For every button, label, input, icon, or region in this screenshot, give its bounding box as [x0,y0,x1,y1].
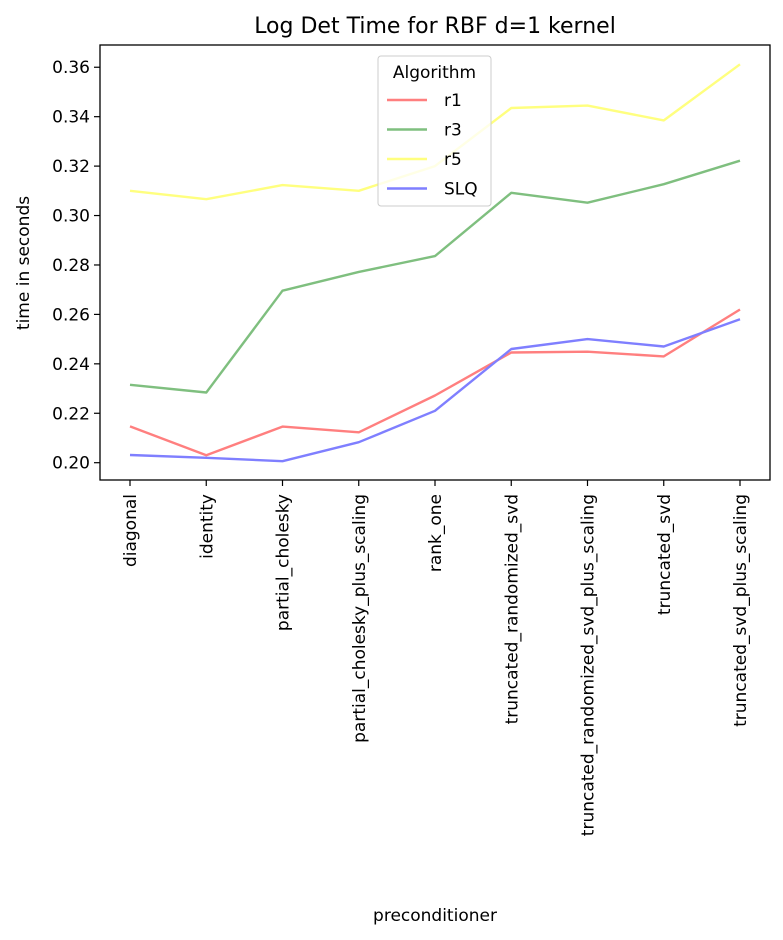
y-axis: 0.20 0.22 0.24 0.26 0.28 0.30 0.32 0.34 0.36 [52,58,100,474]
y-tick-label: 0.20 [52,454,90,474]
y-tick-label: 0.30 [52,207,90,227]
y-tick-label: 0.28 [52,256,90,276]
x-tick-label: truncated_randomized_svd [502,494,522,724]
legend-label-r1: r1 [444,91,462,111]
series-line-slq [129,318,741,463]
y-axis-label: time in seconds [14,196,34,330]
y-tick-label: 0.32 [52,157,90,177]
y-tick-label: 0.26 [52,305,90,325]
x-tick-label: truncated_svd [655,494,675,615]
legend-label-r3: r3 [444,121,462,141]
series-line-r1 [129,308,741,457]
legend-label-r5: r5 [444,150,462,170]
x-tick-label: partial_cholesky [274,494,294,631]
x-tick-label: truncated_randomized_svd_plus_scaling [579,494,599,836]
x-axis-label: preconditioner [373,906,497,926]
series-line-r3 [129,159,741,394]
legend: Algorithm r1 r3 r5 SLQ [377,55,492,207]
y-tick-label: 0.34 [52,108,90,128]
chart-title: Log Det Time for RBF d=1 kernel [254,14,616,39]
legend-box [377,55,492,207]
x-tick-label: partial_cholesky_plus_scaling [350,494,370,743]
y-tick-label: 0.22 [52,404,90,424]
legend-label-slq: SLQ [444,180,478,200]
x-tick-label: diagonal [121,494,141,567]
x-tick-label: truncated_svd_plus_scaling [731,494,751,727]
x-tick-label: identity [197,494,217,559]
y-tick-label: 0.36 [52,58,90,78]
x-axis: diagonal identity partial_cholesky partial_… [121,480,751,836]
y-tick-label: 0.24 [52,355,90,375]
x-tick-label: rank_one [426,494,446,572]
legend-title: Algorithm [393,63,476,83]
